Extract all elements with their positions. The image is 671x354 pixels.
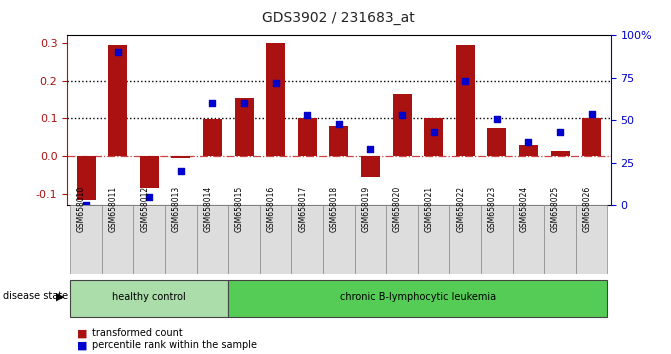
Bar: [228, 280, 607, 316]
Bar: [70, 205, 102, 274]
Point: [112, 50, 123, 55]
Text: transformed count: transformed count: [92, 329, 183, 338]
Text: percentile rank within the sample: percentile rank within the sample: [92, 340, 257, 350]
Bar: [513, 205, 544, 274]
Point: [270, 80, 281, 86]
Point: [176, 169, 187, 174]
Point: [428, 130, 439, 135]
Bar: [386, 205, 418, 274]
Bar: [108, 45, 127, 156]
Bar: [76, 156, 95, 200]
Bar: [235, 98, 254, 156]
Bar: [576, 205, 607, 274]
Bar: [266, 43, 285, 156]
Bar: [140, 156, 159, 188]
Text: GSM658014: GSM658014: [203, 185, 213, 232]
Text: GSM658012: GSM658012: [140, 186, 149, 232]
Bar: [102, 205, 134, 274]
Bar: [582, 119, 601, 156]
Point: [555, 130, 566, 135]
Point: [491, 116, 502, 121]
Point: [460, 79, 470, 84]
Bar: [393, 94, 411, 156]
Point: [333, 121, 344, 127]
Point: [365, 147, 376, 152]
Bar: [544, 205, 576, 274]
Text: GSM658016: GSM658016: [266, 185, 276, 232]
Text: GSM658010: GSM658010: [77, 185, 86, 232]
Bar: [450, 205, 481, 274]
Text: GSM658011: GSM658011: [109, 186, 117, 232]
Bar: [203, 119, 222, 156]
Text: disease state: disease state: [3, 291, 68, 301]
Text: GSM658013: GSM658013: [172, 185, 181, 232]
Text: chronic B-lymphocytic leukemia: chronic B-lymphocytic leukemia: [340, 292, 496, 302]
Text: ■: ■: [77, 340, 91, 350]
Point: [586, 111, 597, 116]
Point: [81, 202, 91, 208]
Text: GSM658022: GSM658022: [456, 186, 465, 232]
Bar: [323, 205, 355, 274]
Text: GSM658026: GSM658026: [582, 185, 592, 232]
Bar: [197, 205, 228, 274]
Text: ■: ■: [77, 329, 91, 338]
Bar: [70, 280, 228, 316]
Bar: [487, 128, 507, 156]
Point: [523, 139, 534, 145]
Bar: [298, 119, 317, 156]
Bar: [291, 205, 323, 274]
Bar: [551, 150, 570, 156]
Bar: [171, 156, 191, 158]
Text: ▶: ▶: [56, 291, 64, 301]
Bar: [418, 205, 450, 274]
Point: [239, 101, 250, 106]
Bar: [424, 119, 443, 156]
Text: GSM658018: GSM658018: [330, 186, 339, 232]
Bar: [134, 205, 165, 274]
Text: GSM658020: GSM658020: [393, 185, 402, 232]
Bar: [329, 126, 348, 156]
Text: healthy control: healthy control: [112, 292, 186, 302]
Bar: [260, 205, 291, 274]
Text: GDS3902 / 231683_at: GDS3902 / 231683_at: [262, 11, 415, 25]
Bar: [361, 156, 380, 177]
Text: GSM658015: GSM658015: [235, 185, 244, 232]
Bar: [519, 145, 538, 156]
Bar: [456, 45, 474, 156]
Point: [397, 113, 407, 118]
Bar: [228, 205, 260, 274]
Text: GSM658024: GSM658024: [519, 185, 529, 232]
Text: GSM658021: GSM658021: [425, 186, 433, 232]
Point: [144, 194, 154, 200]
Bar: [481, 205, 513, 274]
Point: [302, 113, 313, 118]
Text: GSM658023: GSM658023: [488, 185, 497, 232]
Bar: [165, 205, 197, 274]
Point: [207, 101, 218, 106]
Bar: [355, 205, 386, 274]
Text: GSM658025: GSM658025: [551, 185, 560, 232]
Text: GSM658017: GSM658017: [298, 185, 307, 232]
Text: GSM658019: GSM658019: [362, 185, 370, 232]
